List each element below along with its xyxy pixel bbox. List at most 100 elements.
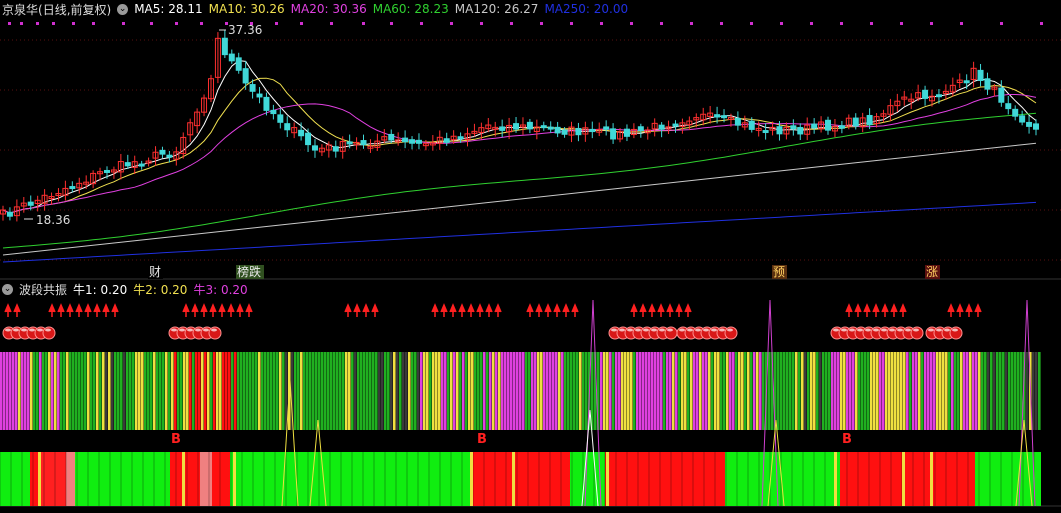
signal-bar (300, 352, 303, 430)
arrow-icon (75, 303, 83, 317)
signal-bar (792, 352, 795, 430)
signal-bar (639, 352, 642, 430)
collapse-icon[interactable]: ⌄ (117, 3, 129, 15)
signal-bar (108, 352, 111, 430)
signal-bar (282, 352, 285, 430)
signal-bar (870, 352, 873, 430)
arrow-icon (353, 303, 361, 317)
arrow-icon (93, 303, 101, 317)
signal-bar (177, 352, 180, 430)
top-marker (150, 22, 153, 25)
signal-bar (39, 352, 42, 430)
signal-bar (186, 352, 189, 430)
signal-bar (909, 352, 912, 430)
signal-bar (159, 352, 162, 430)
arrow-icon (648, 303, 656, 317)
signal-bar (273, 352, 276, 430)
signal-bar (525, 352, 528, 430)
candle (658, 124, 665, 130)
signal-bar (471, 352, 474, 430)
signal-bar (249, 352, 252, 430)
candle (970, 67, 977, 80)
collapse-icon[interactable]: ⌄ (2, 283, 13, 295)
signal-bar (126, 352, 129, 430)
arrow-icon (362, 303, 370, 317)
candle (741, 122, 748, 128)
signal-bar (1008, 352, 1011, 430)
candle (395, 139, 402, 143)
buy-marker: B (171, 432, 181, 447)
signal-bar (552, 352, 555, 430)
top-marker (300, 22, 303, 25)
signal-bar (87, 352, 90, 430)
signal-bar (258, 352, 261, 430)
signal-bar (132, 352, 135, 430)
signal-bar (330, 352, 333, 430)
signal-bar (699, 352, 702, 430)
signal-bar (687, 352, 690, 430)
signal-bar (978, 352, 981, 430)
arrow-icon (845, 303, 853, 317)
candle (831, 125, 838, 132)
candle (984, 78, 991, 90)
signal-bar (519, 352, 522, 430)
signal-bar (207, 352, 210, 430)
arrow-icon (200, 303, 208, 317)
signal-bar (357, 352, 360, 430)
candle (346, 141, 353, 145)
candle (922, 89, 929, 99)
top-marker (200, 22, 203, 25)
signal-bar (876, 352, 879, 430)
event-tag: 涨 (926, 264, 938, 279)
signal-bar (390, 352, 393, 430)
candle (554, 126, 561, 134)
signal-bar (780, 352, 783, 430)
signal-bar (675, 352, 678, 430)
candle (443, 138, 450, 143)
signal-bar (417, 352, 420, 430)
signal-bar (453, 352, 456, 430)
signal-bar (708, 352, 711, 430)
candle (797, 127, 804, 135)
signal-bar (228, 352, 231, 430)
top-marker (750, 22, 753, 25)
candle (48, 196, 55, 200)
candle (568, 126, 575, 136)
signal-bar (606, 352, 609, 430)
candle (277, 114, 284, 123)
arrow-icon (431, 303, 439, 317)
candle (97, 171, 104, 175)
candle (235, 57, 242, 71)
signal-bar (402, 352, 405, 430)
signal-bar (48, 352, 51, 430)
top-marker (1000, 22, 1003, 25)
signal-bar (534, 352, 537, 430)
signal-bar (411, 352, 414, 430)
signal-bar (1017, 352, 1020, 430)
trend-bar (902, 452, 905, 506)
candle (679, 122, 686, 127)
signal-bar (732, 352, 735, 430)
trend-bar (930, 452, 933, 506)
signal-bar (9, 352, 12, 430)
trend-bar (38, 452, 41, 506)
signal-bar (354, 352, 357, 430)
candle (1019, 115, 1026, 123)
signal-bar (597, 352, 600, 430)
signal-bar (399, 352, 402, 430)
signal-bar (3, 352, 6, 430)
signal-bar (1023, 352, 1026, 430)
candle (991, 86, 998, 90)
top-marker (122, 22, 125, 25)
signal-bar (753, 352, 756, 430)
candle (228, 53, 235, 62)
candle (838, 125, 845, 129)
signal-bar (381, 352, 384, 430)
signal-bar (537, 352, 540, 430)
trend-bar (470, 452, 570, 506)
signal-bar (498, 352, 501, 430)
candle (360, 140, 367, 146)
candle (513, 123, 520, 130)
signal-bar (444, 352, 447, 430)
